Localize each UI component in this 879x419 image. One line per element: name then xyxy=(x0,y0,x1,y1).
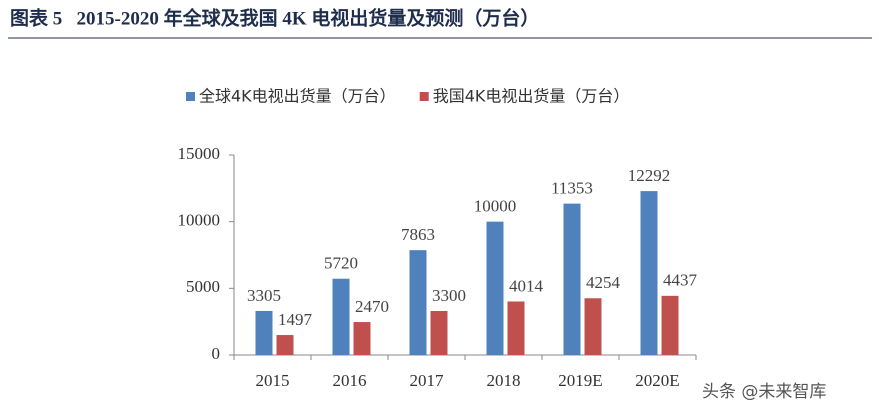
bar xyxy=(430,311,448,355)
legend-label: 全球4K电视出货量（万台） xyxy=(199,87,396,106)
bar xyxy=(486,221,504,355)
value-label: 5720 xyxy=(324,254,358,273)
x-tick-label: 2018 xyxy=(487,371,521,390)
value-label: 1497 xyxy=(278,310,313,329)
value-label: 4437 xyxy=(663,271,698,290)
bar xyxy=(640,191,658,355)
value-label: 4254 xyxy=(586,273,621,292)
value-label: 7863 xyxy=(401,225,435,244)
y-tick-label: 5000 xyxy=(186,277,220,296)
value-label: 12292 xyxy=(628,166,671,185)
bar xyxy=(507,301,525,355)
bar xyxy=(255,310,273,355)
bar xyxy=(332,278,350,355)
y-tick-label: 10000 xyxy=(178,211,221,230)
value-label: 2470 xyxy=(355,297,389,316)
value-label: 3305 xyxy=(247,286,281,305)
y-tick-label: 15000 xyxy=(178,144,221,163)
bar xyxy=(276,335,294,355)
watermark: 头条 @未来智库 xyxy=(702,382,826,402)
value-label: 11353 xyxy=(551,179,593,198)
bar xyxy=(353,322,371,355)
value-label: 4014 xyxy=(509,276,544,295)
bar xyxy=(584,298,602,355)
x-tick-label: 2016 xyxy=(333,371,367,390)
y-tick-label: 0 xyxy=(212,344,221,363)
x-tick-label: 2017 xyxy=(410,371,445,390)
x-tick-label: 2020E xyxy=(635,371,679,390)
bar xyxy=(409,250,427,355)
value-label: 10000 xyxy=(474,197,517,216)
x-tick-label: 2015 xyxy=(256,371,290,390)
value-label: 3300 xyxy=(432,286,466,305)
legend-swatch xyxy=(186,92,195,101)
bar xyxy=(563,203,581,355)
bar xyxy=(661,295,679,355)
legend-swatch xyxy=(419,92,429,101)
legend-label: 我国4K电视出货量（万台） xyxy=(433,87,630,106)
chart-title: 图表 5 2015-2020 年全球及我国 4K 电视出货量及预测（万台） xyxy=(10,6,539,29)
x-tick-label: 2019E xyxy=(558,371,602,390)
